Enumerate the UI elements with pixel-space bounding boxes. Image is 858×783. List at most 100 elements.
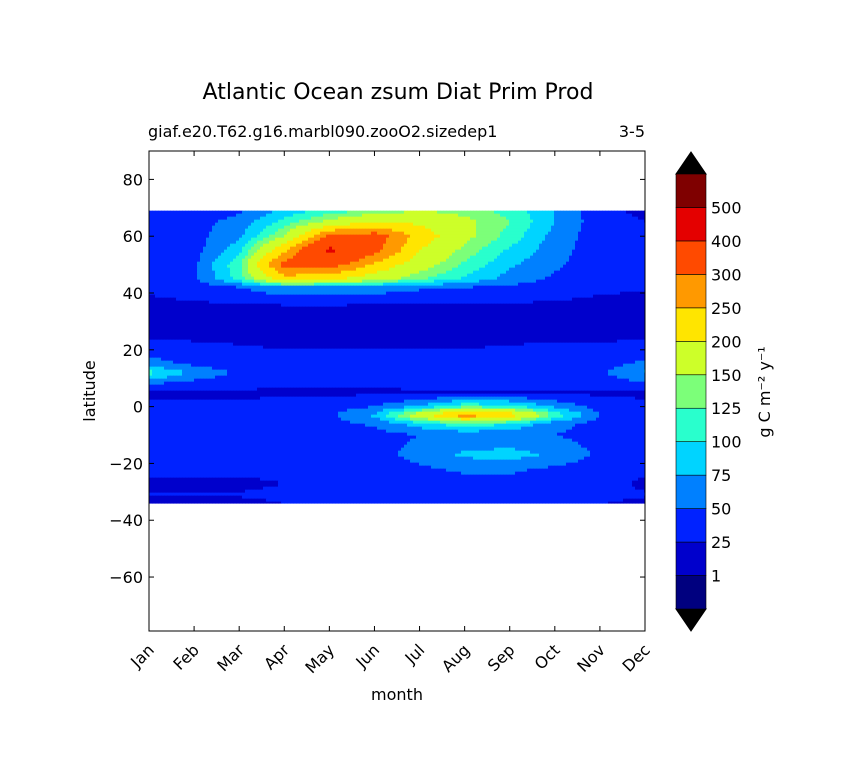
heatmap-cell <box>332 285 336 290</box>
heatmap-cell <box>347 270 351 275</box>
heatmap-cell <box>308 285 312 290</box>
heatmap-cell <box>215 297 219 302</box>
heatmap-cell <box>200 291 204 296</box>
heatmap-cell <box>566 276 570 281</box>
heatmap-cell <box>269 222 273 227</box>
heatmap-cell <box>275 258 279 263</box>
heatmap-cell <box>338 288 342 293</box>
heatmap-cell <box>326 210 330 215</box>
heatmap-cell <box>206 279 210 284</box>
heatmap-cell <box>179 297 183 302</box>
heatmap-cell <box>440 267 444 272</box>
heatmap-cell <box>611 225 615 230</box>
heatmap-cell <box>224 243 228 248</box>
heatmap-cell <box>413 276 417 281</box>
heatmap-cell <box>209 219 213 224</box>
heatmap-cell <box>530 288 534 293</box>
heatmap-cell <box>212 285 216 290</box>
heatmap-cell <box>548 249 552 254</box>
heatmap-cell <box>449 246 453 251</box>
heatmap-cell <box>182 282 186 287</box>
heatmap-cell <box>239 285 243 290</box>
heatmap-cell <box>503 255 507 260</box>
heatmap-cell <box>455 270 459 275</box>
heatmap-cell <box>326 276 330 281</box>
heatmap-cell <box>458 228 462 233</box>
heatmap-cell <box>344 237 348 242</box>
heatmap-cell <box>497 216 501 221</box>
heatmap-cell <box>584 219 588 224</box>
heatmap-cell <box>281 255 285 260</box>
heatmap-cell <box>341 225 345 230</box>
heatmap-cell <box>524 270 528 275</box>
heatmap-cell <box>344 228 348 233</box>
heatmap-cell <box>275 225 279 230</box>
heatmap-cell <box>641 294 645 299</box>
heatmap-cell <box>584 255 588 260</box>
heatmap-cell <box>188 228 192 233</box>
heatmap-cell <box>176 228 180 233</box>
heatmap-cell <box>155 273 159 278</box>
heatmap-cell <box>386 210 390 215</box>
heatmap-cell <box>461 213 465 218</box>
heatmap-cell <box>365 273 369 278</box>
heatmap-cell <box>233 219 237 224</box>
heatmap-cell <box>311 276 315 281</box>
heatmap-cell <box>494 270 498 275</box>
heatmap-cell <box>641 231 645 236</box>
heatmap-cell <box>491 252 495 257</box>
heatmap-cell <box>314 213 318 218</box>
heatmap-cell <box>371 252 375 257</box>
heatmap-cell <box>482 285 486 290</box>
heatmap-cell <box>395 228 399 233</box>
heatmap-cell <box>263 261 267 266</box>
heatmap-cell <box>629 237 633 242</box>
heatmap-cell <box>491 210 495 215</box>
heatmap-cell <box>524 219 528 224</box>
heatmap-cell <box>275 246 279 251</box>
heatmap-cell <box>611 276 615 281</box>
heatmap-cell <box>449 228 453 233</box>
heatmap-cell <box>548 288 552 293</box>
heatmap-cell <box>341 282 345 287</box>
heatmap-cell <box>365 225 369 230</box>
heatmap-cell <box>521 240 525 245</box>
heatmap-cell <box>356 258 360 263</box>
heatmap-cell <box>302 288 306 293</box>
heatmap-cell <box>635 243 639 248</box>
heatmap-cell <box>530 276 534 281</box>
heatmap-cell <box>464 258 468 263</box>
heatmap-cell <box>218 219 222 224</box>
heatmap-cell <box>383 267 387 272</box>
heatmap-cell <box>602 210 606 215</box>
heatmap-cell <box>155 279 159 284</box>
heatmap-cell <box>518 252 522 257</box>
heatmap-cell <box>359 294 363 299</box>
heatmap-cell <box>317 288 321 293</box>
heatmap-cell <box>539 249 543 254</box>
heatmap-cell <box>626 285 630 290</box>
heatmap-cell <box>338 234 342 239</box>
heatmap-cell <box>509 231 513 236</box>
heatmap-cell <box>161 219 165 224</box>
heatmap-cell <box>551 291 555 296</box>
heatmap-cell <box>608 228 612 233</box>
heatmap-cell <box>476 270 480 275</box>
heatmap-cell <box>638 228 642 233</box>
heatmap-cell <box>512 243 516 248</box>
heatmap-cell <box>224 276 228 281</box>
heatmap-cell <box>278 258 282 263</box>
heatmap-cell <box>623 222 627 227</box>
heatmap-cell <box>392 243 396 248</box>
heatmap-cell <box>614 294 618 299</box>
heatmap-cell <box>515 282 519 287</box>
heatmap-cell <box>542 282 546 287</box>
heatmap-cell <box>371 243 375 248</box>
heatmap-cell <box>449 252 453 257</box>
heatmap-cell <box>437 249 441 254</box>
heatmap-cell <box>497 294 501 299</box>
heatmap-cell <box>287 249 291 254</box>
heatmap-cell <box>575 240 579 245</box>
heatmap-cell <box>497 249 501 254</box>
heatmap-cell <box>323 216 327 221</box>
